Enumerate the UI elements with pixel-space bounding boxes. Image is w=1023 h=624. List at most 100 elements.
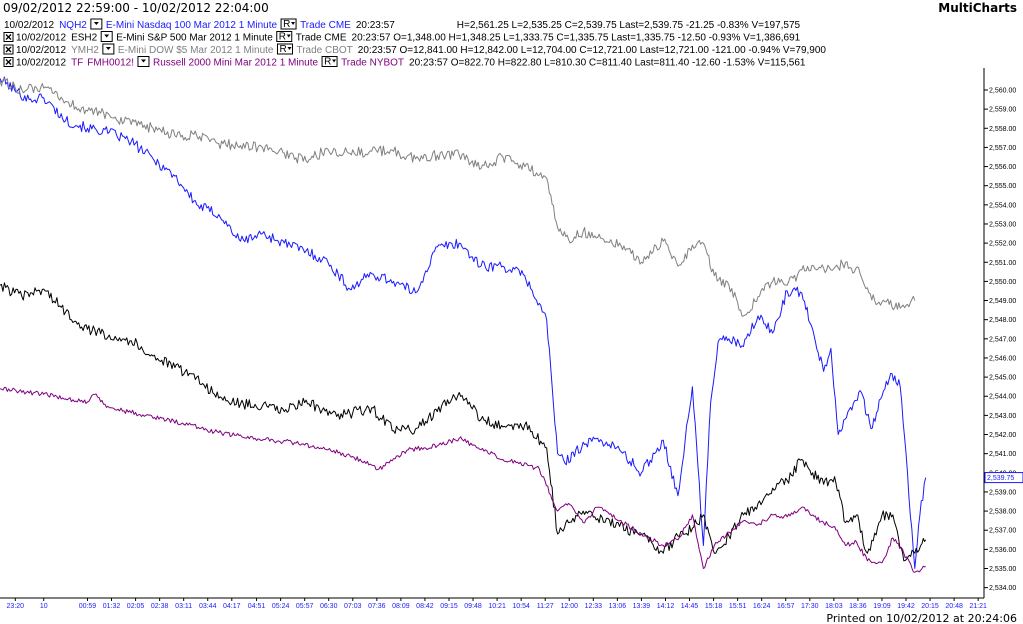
time-tick-label: 05:24: [272, 603, 290, 610]
instrument-date: 10/02/2012: [4, 20, 54, 31]
instrument-date: 10/02/2012: [16, 45, 66, 56]
time-tick-label: 17:30: [801, 603, 819, 610]
chart[interactable]: 10/02/2012 NQH2 E-Mini Nasdaq 100 Mar 2012…: [0, 17, 1023, 624]
svg-text:R: R: [324, 57, 331, 68]
instrument-description: Russell 2000 Mini Mar 2012 1 Minute: [153, 58, 319, 69]
price-tick-label: 2,545.00: [989, 375, 1016, 382]
instrument-symbol: ESH2: [71, 33, 98, 44]
price-tick-label: 2,534.00: [989, 585, 1016, 592]
price-tick-label: 2,548.00: [989, 317, 1016, 324]
time-tick-label: 16:57: [777, 603, 795, 610]
series-line-1: [0, 282, 927, 562]
dropdown-icon[interactable]: [276, 31, 293, 42]
instrument-date: 10/02/2012: [16, 58, 66, 69]
time-tick-label: 10:54: [512, 603, 530, 610]
instrument-description: E-Mini DOW $5 Mar 2012 1 Minute: [118, 45, 274, 56]
time-tick-label: 05:57: [296, 603, 314, 610]
price-tick-label: 2,558.00: [989, 126, 1016, 133]
price-tick-label: 2,557.00: [989, 145, 1016, 152]
series-line-2: [0, 77, 916, 317]
series-layer: [0, 76, 927, 573]
svg-text:R: R: [279, 44, 286, 55]
price-tick-label: 2,547.00: [989, 336, 1016, 343]
time-tick-label: 12:00: [560, 603, 578, 610]
window-title: 09/02/2012 22:59:00 - 10/02/2012 22:04:0…: [3, 1, 269, 15]
price-tick-label: 2,546.00: [989, 355, 1016, 362]
time-tick-label: 14:12: [657, 603, 675, 610]
instrument-values: 20:23:57 O=1,348.00 H=1,348.25 L=1,333.7…: [352, 33, 801, 44]
price-tick-label: 2,543.00: [989, 413, 1016, 420]
time-tick-label: 20:15: [921, 603, 939, 610]
time-tick-label: 07:03: [344, 603, 362, 610]
dropdown-icon[interactable]: [276, 43, 293, 55]
price-axis: 2,560.00 2,559.00 2,558.00 2,557.00 2,556.00…: [984, 88, 1023, 592]
time-tick-label: 02:05: [127, 603, 145, 610]
instrument-values: H=2,561.25 L=2,535.25 C=2,539.75 Last=2,…: [457, 20, 801, 31]
price-tick-label: 2,559.00: [989, 107, 1016, 114]
last-price-marker: [984, 472, 1023, 484]
instrument-values: 20:23:57 O=12,841.00 H=12,842.00 L=12,70…: [358, 45, 827, 56]
chart-background: [0, 17, 1023, 624]
time-tick-label: 06:30: [320, 603, 338, 610]
instrument-values: 20:23:57 O=822.70 H=822.80 L=810.30 C=81…: [409, 58, 806, 69]
instrument-description: E-Mini S&P 500 Mar 2012 1 Minute: [116, 33, 273, 44]
time-tick-label: 15:18: [705, 603, 723, 610]
time-tick-label: 08:42: [416, 603, 434, 610]
svg-text:R: R: [279, 32, 286, 43]
price-tick-label: 2,552.00: [989, 241, 1016, 248]
time-tick-label: 16:24: [753, 603, 771, 610]
instrument-time: 20:23:57: [356, 20, 395, 31]
series-line-3: [0, 386, 926, 573]
price-tick-label: 2,555.00: [989, 183, 1016, 190]
price-tick-label: 2,560.00: [989, 88, 1016, 95]
price-tick-label: 2,544.00: [989, 394, 1016, 401]
instrument-row-dow[interactable]: 10/02/2012 YMH2 E-Mini DOW $5 Mar 2012 1 M…: [3, 43, 827, 56]
instrument-symbol: NQH2: [59, 20, 87, 31]
time-tick-label: 19:42: [897, 603, 915, 610]
series-line-0: [0, 76, 927, 569]
time-tick-label: 03:11: [175, 603, 192, 610]
time-tick-label: 00:59: [79, 603, 97, 610]
app-name: MultiCharts: [938, 1, 1017, 15]
instrument-alt-symbol: FMH0012!: [87, 58, 134, 69]
time-tick-label: 08:09: [392, 603, 410, 610]
price-tick-label: 2,536.00: [989, 547, 1016, 554]
time-tick-label: 04:51: [248, 603, 266, 610]
price-tick-label: 2,553.00: [989, 221, 1016, 228]
time-tick-label: 18:36: [849, 603, 867, 610]
time-tick-label: 19:09: [873, 603, 891, 610]
instrument-exchange: Trade CME: [300, 20, 351, 31]
time-tick-label: 03:44: [199, 603, 217, 610]
price-tick-label: 2,550.00: [989, 279, 1016, 286]
instrument-row-nasdaq[interactable]: 10/02/2012 NQH2 E-Mini Nasdaq 100 Mar 2012…: [4, 18, 801, 31]
instrument-description: E-Mini Nasdaq 100 Mar 2012 1 Minute: [106, 20, 278, 31]
price-tick-label: 2,556.00: [989, 164, 1016, 171]
price-tick-label: 2,542.00: [989, 432, 1016, 439]
dropdown-icon[interactable]: [280, 18, 297, 30]
instrument-symbol: TF: [71, 58, 83, 69]
instrument-exchange: Trade CME: [296, 33, 347, 44]
time-tick-label: 01:32: [103, 603, 121, 610]
price-tick-label: 2,549.00: [989, 298, 1016, 305]
time-tick-label: 18:03: [825, 603, 843, 610]
time-tick-label: 12:33: [585, 603, 603, 610]
time-tick-label: 14:45: [681, 603, 699, 610]
instrument-row-russell[interactable]: 10/02/2012 TF FMH0012! Russell 2000 Mini Ma…: [3, 56, 806, 69]
instrument-row-sp500[interactable]: 10/02/2012 ESH2 E-Mini S&P 500 Mar 2012 1 …: [3, 31, 801, 44]
time-tick-label: 09:48: [464, 603, 482, 610]
instrument-legend: 10/02/2012 NQH2 E-Mini Nasdaq 100 Mar 2012…: [3, 18, 827, 69]
instrument-exchange: Trade CBOT: [296, 45, 352, 56]
time-tick-label: 04:17: [223, 603, 241, 610]
time-axis: 23:20 10 00:59 01:32 02:05 02:38 03:11 03:44 04:…: [7, 598, 987, 610]
time-tick-label: 20:48: [945, 603, 963, 610]
dropdown-icon[interactable]: [321, 56, 338, 67]
time-tick-label: 23:20: [7, 603, 25, 610]
time-tick-label: 13:39: [633, 603, 651, 610]
time-tick-label: 10: [40, 603, 48, 610]
time-tick-label: 21:21: [969, 603, 987, 610]
time-tick-label: 07:36: [368, 603, 386, 610]
instrument-date: 10/02/2012: [16, 33, 66, 44]
time-tick-label: 09:15: [440, 603, 458, 610]
price-tick-label: 2,535.00: [989, 566, 1016, 573]
time-tick-label: 11:27: [537, 603, 554, 610]
